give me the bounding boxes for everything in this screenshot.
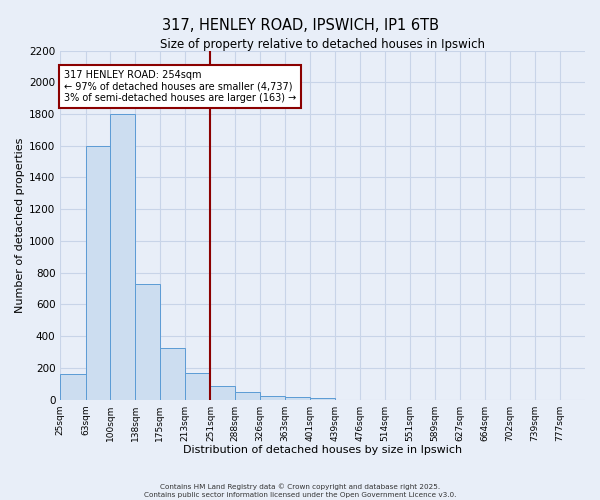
Title: Size of property relative to detached houses in Ipswich: Size of property relative to detached ho…	[160, 38, 485, 51]
Bar	[285, 397, 310, 400]
Bar	[110, 114, 136, 400]
Bar	[310, 398, 335, 400]
Text: 317, HENLEY ROAD, IPSWICH, IP1 6TB: 317, HENLEY ROAD, IPSWICH, IP1 6TB	[161, 18, 439, 32]
Bar	[60, 374, 86, 400]
Y-axis label: Number of detached properties: Number of detached properties	[15, 138, 25, 312]
Bar	[185, 374, 211, 400]
X-axis label: Distribution of detached houses by size in Ipswich: Distribution of detached houses by size …	[183, 445, 462, 455]
Bar	[86, 146, 110, 400]
Text: 317 HENLEY ROAD: 254sqm
← 97% of detached houses are smaller (4,737)
3% of semi-: 317 HENLEY ROAD: 254sqm ← 97% of detache…	[64, 70, 296, 102]
Bar	[235, 392, 260, 400]
Text: Contains HM Land Registry data © Crown copyright and database right 2025.
Contai: Contains HM Land Registry data © Crown c…	[144, 484, 456, 498]
Bar	[211, 386, 235, 400]
Bar	[160, 348, 185, 400]
Bar	[260, 396, 285, 400]
Bar	[136, 284, 160, 400]
